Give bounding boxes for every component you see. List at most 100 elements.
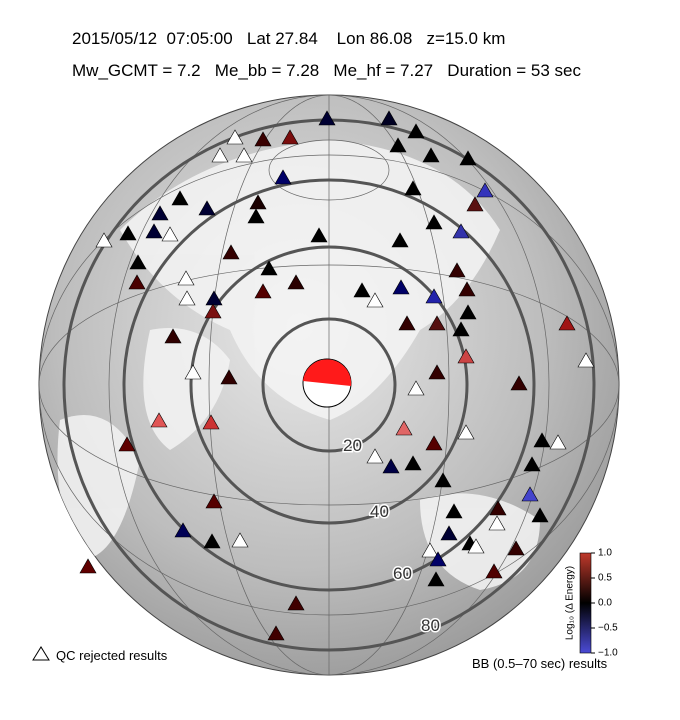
station — [445, 503, 463, 519]
station — [318, 110, 336, 126]
station — [421, 542, 439, 558]
station — [392, 279, 410, 295]
station — [164, 328, 182, 344]
station — [287, 595, 305, 611]
station — [425, 214, 443, 230]
station — [467, 538, 485, 554]
station — [459, 304, 477, 320]
header-line: 2015/05/12 07:05:00 Lat 27.84 Lon 86.08 … — [72, 29, 505, 48]
colorbar-label: Log₁₀ (Δ Energy) — [565, 566, 576, 640]
station — [171, 190, 189, 206]
distance-label: 80 — [421, 616, 440, 635]
station — [310, 227, 328, 243]
legend-label: QC rejected results — [56, 648, 168, 663]
station — [249, 194, 267, 210]
station — [510, 375, 528, 391]
station — [448, 262, 466, 278]
station — [128, 274, 146, 290]
station — [489, 500, 507, 516]
station — [366, 292, 384, 308]
station — [150, 412, 168, 428]
station — [151, 205, 169, 221]
station — [549, 434, 567, 450]
station — [391, 232, 409, 248]
station — [205, 493, 223, 509]
distance-label: 20 — [343, 436, 362, 455]
station — [274, 169, 292, 185]
station — [425, 435, 443, 451]
station — [422, 147, 440, 163]
station — [428, 364, 446, 380]
station — [79, 558, 97, 574]
distance-label: 60 — [393, 564, 412, 583]
station — [222, 244, 240, 260]
station — [287, 274, 305, 290]
station — [398, 315, 416, 331]
station — [382, 458, 400, 474]
colorbar-tick-label: −0.5 — [598, 623, 618, 634]
header-line: Mw_GCMT = 7.2 Me_bb = 7.28 Me_hf = 7.27 … — [72, 61, 582, 80]
station — [247, 208, 265, 224]
station — [204, 303, 222, 319]
station — [184, 364, 202, 380]
station — [202, 414, 220, 430]
station — [521, 486, 539, 502]
station — [260, 260, 278, 276]
station — [380, 110, 398, 126]
station — [198, 200, 216, 216]
station — [485, 563, 503, 579]
station — [507, 540, 525, 556]
station — [488, 515, 506, 531]
station — [161, 226, 179, 242]
station — [425, 288, 443, 304]
legend-label: BB (0.5–70 sec) results — [472, 656, 608, 671]
station — [177, 270, 195, 286]
station — [404, 180, 422, 196]
station — [267, 625, 285, 641]
station — [281, 129, 299, 145]
station — [577, 352, 595, 368]
station — [476, 182, 494, 198]
station — [428, 315, 446, 331]
station — [457, 348, 475, 364]
station — [404, 455, 422, 471]
station — [254, 131, 272, 147]
station — [145, 223, 163, 239]
colorbar-tick-label: 1.0 — [598, 548, 612, 559]
station — [466, 196, 484, 212]
station — [203, 533, 221, 549]
station — [254, 283, 272, 299]
station — [457, 424, 475, 440]
station — [407, 123, 425, 139]
station — [95, 232, 113, 248]
colorbar-tick-label: 0.5 — [598, 573, 612, 584]
station — [231, 532, 249, 548]
station — [211, 147, 229, 163]
station — [523, 456, 541, 472]
beachball — [302, 358, 352, 408]
stations — [79, 110, 595, 641]
colorbar-tick-label: 0.0 — [598, 598, 612, 609]
colorbar-tick-label: −1.0 — [598, 648, 618, 659]
legend-symbol — [32, 646, 50, 661]
station — [395, 420, 413, 436]
station — [205, 290, 223, 306]
station — [429, 551, 447, 567]
station — [118, 436, 136, 452]
station — [389, 137, 407, 153]
station — [558, 315, 576, 331]
station — [178, 290, 196, 306]
colorbar: Log₁₀ (Δ Energy) — [565, 552, 592, 654]
station — [129, 254, 147, 270]
station — [452, 223, 470, 239]
station — [440, 525, 458, 541]
station — [427, 571, 445, 587]
station — [235, 147, 253, 163]
station — [119, 225, 137, 241]
station — [353, 282, 371, 298]
station — [531, 507, 549, 523]
station — [533, 432, 551, 448]
distance-label: 40 — [370, 502, 389, 521]
station — [407, 380, 425, 396]
